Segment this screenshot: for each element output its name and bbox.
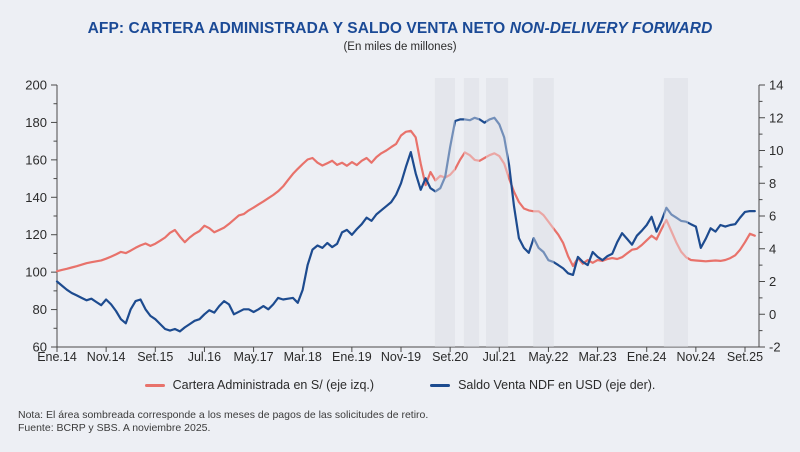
cartera-line: [55, 129, 756, 273]
x-tick-label: Mar.18: [284, 350, 322, 364]
ndf-line: [55, 116, 756, 333]
x-tick-label: Nov.24: [677, 350, 716, 364]
x-tick-label: Jul.16: [188, 350, 221, 364]
x-tick-label: Ene.24: [627, 350, 667, 364]
y-right-tick-label: -2: [769, 340, 781, 355]
y-left-tick-label: 100: [25, 265, 47, 280]
y-right-tick-label: 8: [769, 176, 776, 191]
y-right-tick-label: 4: [769, 241, 776, 256]
y-right-tick-label: 12: [769, 110, 783, 125]
x-tick-label: Mar.23: [578, 350, 616, 364]
y-left-tick-label: 120: [25, 227, 47, 242]
x-tick-label: Set.15: [137, 350, 173, 364]
y-left-tick-label: 200: [25, 78, 47, 93]
legend-item-cartera: Cartera Administrada en S/ (eje izq.): [144, 378, 375, 392]
retiro-band-fade-overlay: [663, 78, 688, 347]
y-right-tick-label: 10: [769, 143, 783, 158]
y-left-tick-label: 160: [25, 152, 47, 167]
y-left-tick-label: 180: [25, 115, 47, 130]
y-left-tick-label: 140: [25, 190, 47, 205]
y-right-tick-label: 2: [769, 274, 776, 289]
x-tick-label: May.17: [234, 350, 274, 364]
retiro-band-fade-overlay: [486, 78, 509, 347]
retiro-shaded-band: [486, 78, 509, 347]
page-subtitle: (En miles de millones): [343, 41, 457, 53]
x-tick-label: Jul.21: [483, 350, 516, 364]
note-text: Nota: El área sombreada corresponde a lo…: [18, 409, 429, 421]
retiro-band-fade-overlay: [434, 78, 455, 347]
y-right-tick-label: 14: [769, 78, 783, 93]
x-tick-label: Ene.14: [37, 350, 77, 364]
legend-label-ndf: Saldo Venta NDF en USD (eje der).: [458, 378, 656, 392]
retiro-band-fade-overlay: [533, 78, 554, 347]
x-tick-label: Ene.19: [332, 350, 372, 364]
retiro-band-fade-overlay: [463, 78, 480, 347]
legend-label-cartera: Cartera Administrada en S/ (eje izq.): [172, 378, 375, 392]
x-tick-label: Set.25: [727, 350, 763, 364]
page-title: AFP: CARTERA ADMINISTRADA Y SALDO VENTA …: [0, 20, 800, 38]
legend-swatch-ndf-icon: [430, 383, 451, 387]
y-left-tick-label: 60: [33, 340, 47, 355]
retiro-shaded-band: [663, 78, 688, 347]
legend-swatch-cartera-icon: [144, 383, 165, 387]
footnotes: Nota: El área sombreada corresponde a lo…: [18, 409, 428, 435]
retiro-shaded-band: [463, 78, 480, 347]
x-tick-label: Nov.14: [87, 350, 126, 364]
retiro-shaded-band: [533, 78, 554, 347]
source-text: Fuente: BCRP y SBS. A noviembre 2025.: [18, 422, 211, 434]
page-title-emphasis: NON-DELIVERY FORWARD: [509, 20, 713, 37]
chart-legend: Cartera Administrada en S/ (eje izq.) Sa…: [0, 378, 800, 392]
x-tick-label: Set.20: [432, 350, 468, 364]
x-tick-label: May.22: [528, 350, 568, 364]
y-left-tick-label: 80: [33, 302, 47, 317]
page-title-main: AFP: CARTERA ADMINISTRADA Y SALDO VENTA …: [87, 20, 510, 37]
legend-item-ndf: Saldo Venta NDF en USD (eje der).: [430, 378, 655, 392]
y-right-tick-label: 0: [769, 307, 776, 322]
x-tick-label: Nov-19: [381, 350, 421, 364]
y-right-tick-label: 6: [769, 209, 776, 224]
